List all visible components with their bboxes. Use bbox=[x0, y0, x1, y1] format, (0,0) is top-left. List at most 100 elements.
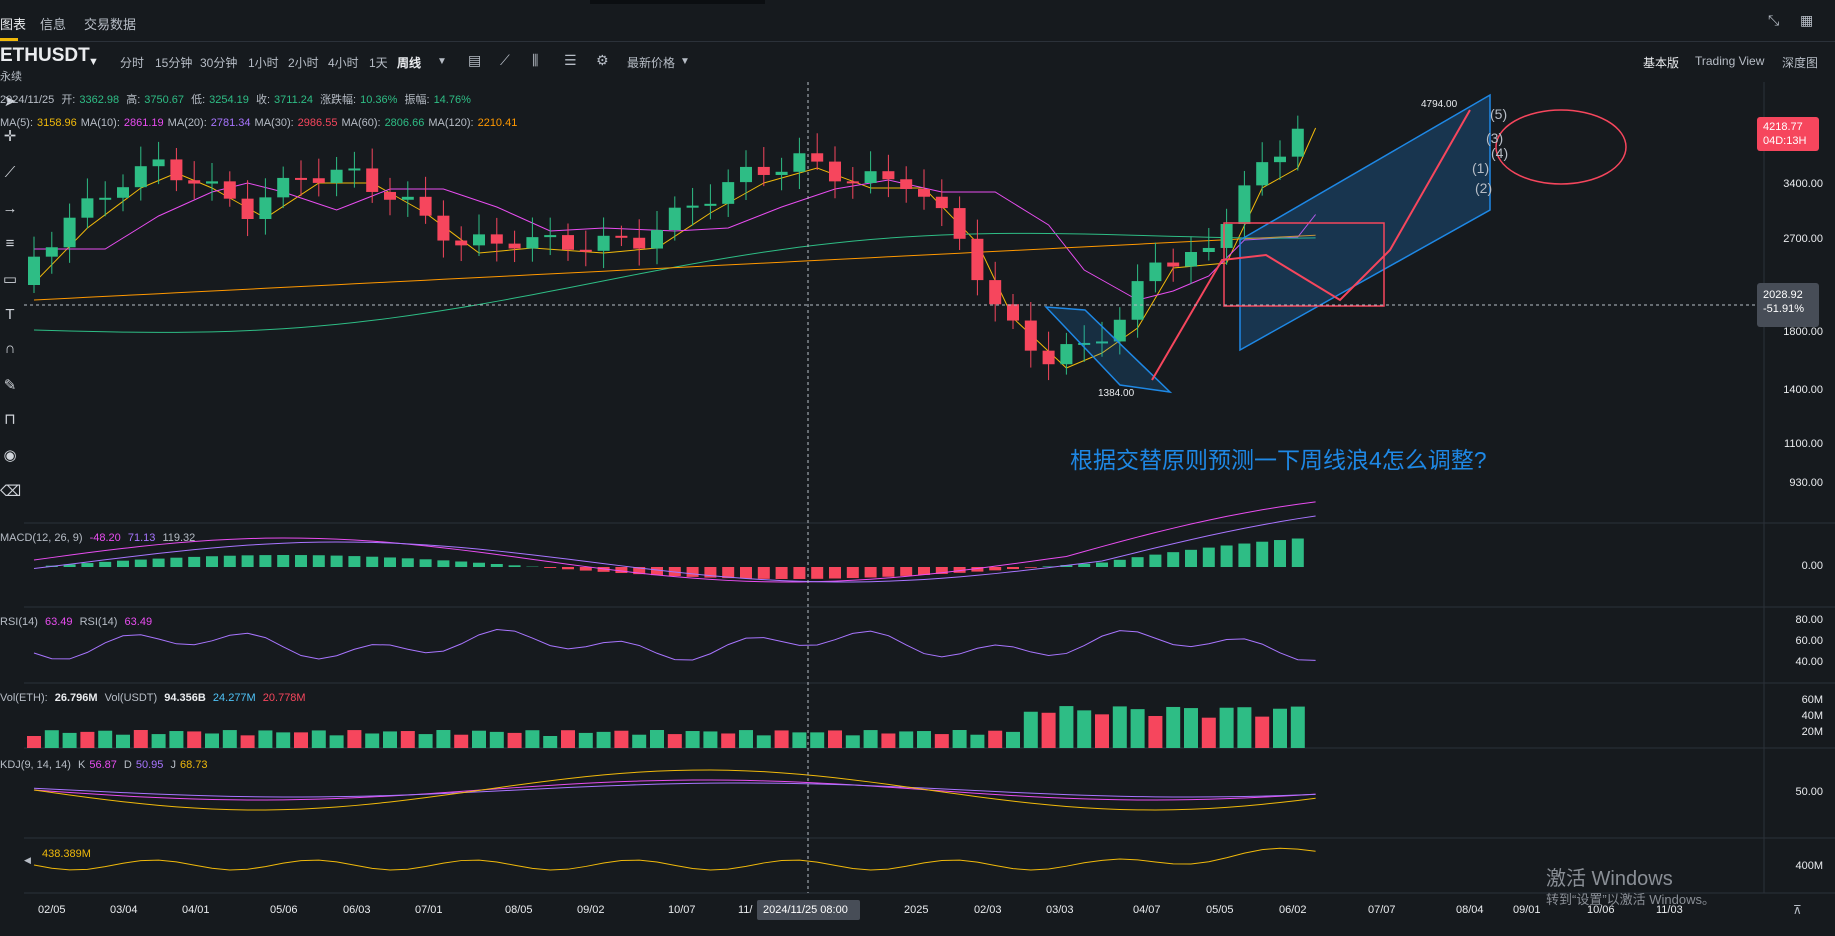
candlestick-chart[interactable] bbox=[0, 82, 1835, 897]
tab-info[interactable]: 信息 bbox=[40, 17, 67, 32]
axis-settings-icon[interactable]: ⊼ bbox=[1793, 903, 1802, 917]
eye-icon[interactable]: ◉ bbox=[3, 447, 17, 464]
price-type-select[interactable]: 最新价格 bbox=[627, 56, 676, 70]
close-value: 3711.24 bbox=[274, 94, 313, 106]
candle-body bbox=[633, 237, 646, 249]
vol-ma-value: 20.778M bbox=[262, 692, 306, 704]
candle-body bbox=[811, 153, 824, 162]
fib-icon[interactable]: ≡ bbox=[5, 235, 15, 252]
x-axis-label: 08/05 bbox=[505, 904, 533, 916]
low-label: 低: bbox=[191, 94, 206, 106]
grid-layout-icon[interactable]: ▦ bbox=[1800, 12, 1814, 28]
tab-trading-data[interactable]: 交易数据 bbox=[84, 17, 137, 32]
symbol-name[interactable]: ETHUSDT bbox=[0, 45, 90, 66]
macd-dea: 71.13 bbox=[127, 532, 156, 544]
candle-body bbox=[1113, 319, 1126, 342]
arrow-icon[interactable]: → bbox=[2, 200, 18, 217]
text-icon[interactable]: T bbox=[5, 306, 15, 323]
ma120-line bbox=[33, 234, 1316, 301]
macd-bar bbox=[1291, 538, 1304, 567]
candle-body bbox=[312, 178, 325, 183]
macd-bar bbox=[508, 565, 521, 567]
kdj-pane bbox=[33, 769, 1316, 811]
view-tradingview[interactable]: Trading View bbox=[1695, 54, 1765, 68]
x-axis-label: 09/01 bbox=[1513, 904, 1541, 916]
volume-bar bbox=[133, 730, 148, 748]
interval-4h[interactable]: 4小时 bbox=[328, 56, 359, 70]
volume-bar bbox=[27, 736, 41, 748]
volume-bar bbox=[952, 730, 967, 748]
volume-bar bbox=[810, 732, 825, 748]
kdj-legend: KDJ(9, 14, 14) K 56.87 D 50.95 J 68.73 bbox=[0, 759, 212, 771]
magnet-icon[interactable]: ∩ bbox=[4, 340, 16, 357]
collapse-icon[interactable]: ⤡ bbox=[1768, 12, 1780, 28]
volume-bar bbox=[62, 732, 77, 748]
crosshair-icon[interactable]: ✛ bbox=[3, 128, 17, 145]
candles bbox=[28, 115, 1304, 381]
macd-bar bbox=[1131, 557, 1144, 567]
ohlc-legend: 2024/11/25 开: 3362.98 高: 3750.67 低: 3254.19… bbox=[0, 91, 475, 107]
macd-bar bbox=[152, 558, 165, 567]
view-basic[interactable]: 基本版 bbox=[1643, 56, 1680, 70]
volume-bar bbox=[294, 732, 308, 748]
chart-toolbar: ETHUSDT 永续 ▼ 分时 15分钟 30分钟 1小时 2小时 4小时 1天… bbox=[0, 43, 1835, 83]
trendline-icon[interactable]: ⟋ bbox=[4, 164, 16, 181]
candle-body bbox=[1060, 344, 1073, 365]
tab-chart[interactable]: 图表 bbox=[0, 17, 27, 32]
macd-bar bbox=[366, 556, 379, 567]
macd-bar bbox=[348, 556, 361, 567]
vol-label: Vol(ETH): bbox=[0, 692, 48, 704]
view-depth[interactable]: 深度图 bbox=[1782, 56, 1819, 70]
active-tab-underline bbox=[0, 38, 18, 41]
trash-icon[interactable]: ⌫ bbox=[0, 483, 22, 500]
interval-1h[interactable]: 1小时 bbox=[248, 56, 279, 70]
candle-body bbox=[455, 240, 468, 246]
interval-time[interactable]: 分时 bbox=[120, 56, 145, 70]
interval-15m[interactable]: 15分钟 bbox=[155, 56, 193, 70]
candle-body bbox=[775, 171, 788, 175]
volume-bar bbox=[1290, 706, 1305, 748]
candle-body bbox=[989, 280, 1002, 305]
x-axis-label: 03/03 bbox=[1046, 904, 1074, 916]
candle-body bbox=[882, 171, 895, 180]
candle-body bbox=[45, 247, 58, 257]
candle-body bbox=[1256, 162, 1269, 186]
wave-arrow bbox=[1151, 109, 1471, 381]
candle-body bbox=[651, 230, 663, 249]
macd-bar bbox=[170, 557, 183, 567]
layout-icon[interactable]: ☰ bbox=[564, 52, 577, 68]
macd-bar bbox=[1167, 552, 1180, 567]
volume-bar bbox=[258, 730, 273, 748]
volume-bar bbox=[1130, 709, 1145, 748]
interval-2h[interactable]: 2小时 bbox=[288, 56, 319, 70]
macd-bar bbox=[811, 567, 824, 579]
ma-value: 2986.55 bbox=[297, 117, 338, 129]
price-type-chevron-icon[interactable]: ▼ bbox=[680, 56, 690, 67]
candle-type-icon[interactable]: ⫼ bbox=[532, 52, 539, 68]
down-channel bbox=[1044, 306, 1173, 394]
interval-week[interactable]: 周线 bbox=[397, 56, 422, 70]
vol-ma-value: 24.277M bbox=[212, 692, 256, 704]
interval-1d[interactable]: 1天 bbox=[369, 56, 388, 70]
symbol-dropdown-icon[interactable]: ▼ bbox=[88, 56, 99, 68]
scroll-left-icon[interactable]: ◀ bbox=[24, 855, 31, 865]
drawing-toolbar: ➤ ✛ ⟋ → ≡ ▭ T ∩ ✎ ⊓ ◉ ⌫ bbox=[0, 82, 24, 522]
cursor-icon[interactable]: ➤ bbox=[3, 93, 17, 110]
rect-icon[interactable]: ▭ bbox=[2, 271, 18, 288]
candle-body bbox=[330, 169, 343, 183]
x-axis-label: 07/01 bbox=[415, 904, 443, 916]
volume-bar bbox=[276, 732, 291, 748]
vol-label: Vol(USDT) bbox=[104, 692, 158, 704]
calendar-icon[interactable]: ▤ bbox=[468, 52, 482, 68]
user-drawings bbox=[1044, 93, 1627, 394]
lock-icon[interactable]: ⊓ bbox=[4, 411, 16, 428]
low-annotation: 1384.00 bbox=[1098, 388, 1135, 399]
settings-icon[interactable]: ⚙ bbox=[596, 52, 609, 68]
interval-30m[interactable]: 30分钟 bbox=[200, 56, 238, 70]
indicator-icon[interactable]: ⟋ bbox=[500, 52, 510, 68]
macd-bar bbox=[1096, 562, 1108, 567]
pencil-icon[interactable]: ✎ bbox=[3, 377, 17, 394]
macd-bar bbox=[1185, 549, 1197, 567]
candle-body bbox=[1078, 342, 1091, 345]
interval-dropdown-icon[interactable]: ▼ bbox=[437, 56, 447, 67]
